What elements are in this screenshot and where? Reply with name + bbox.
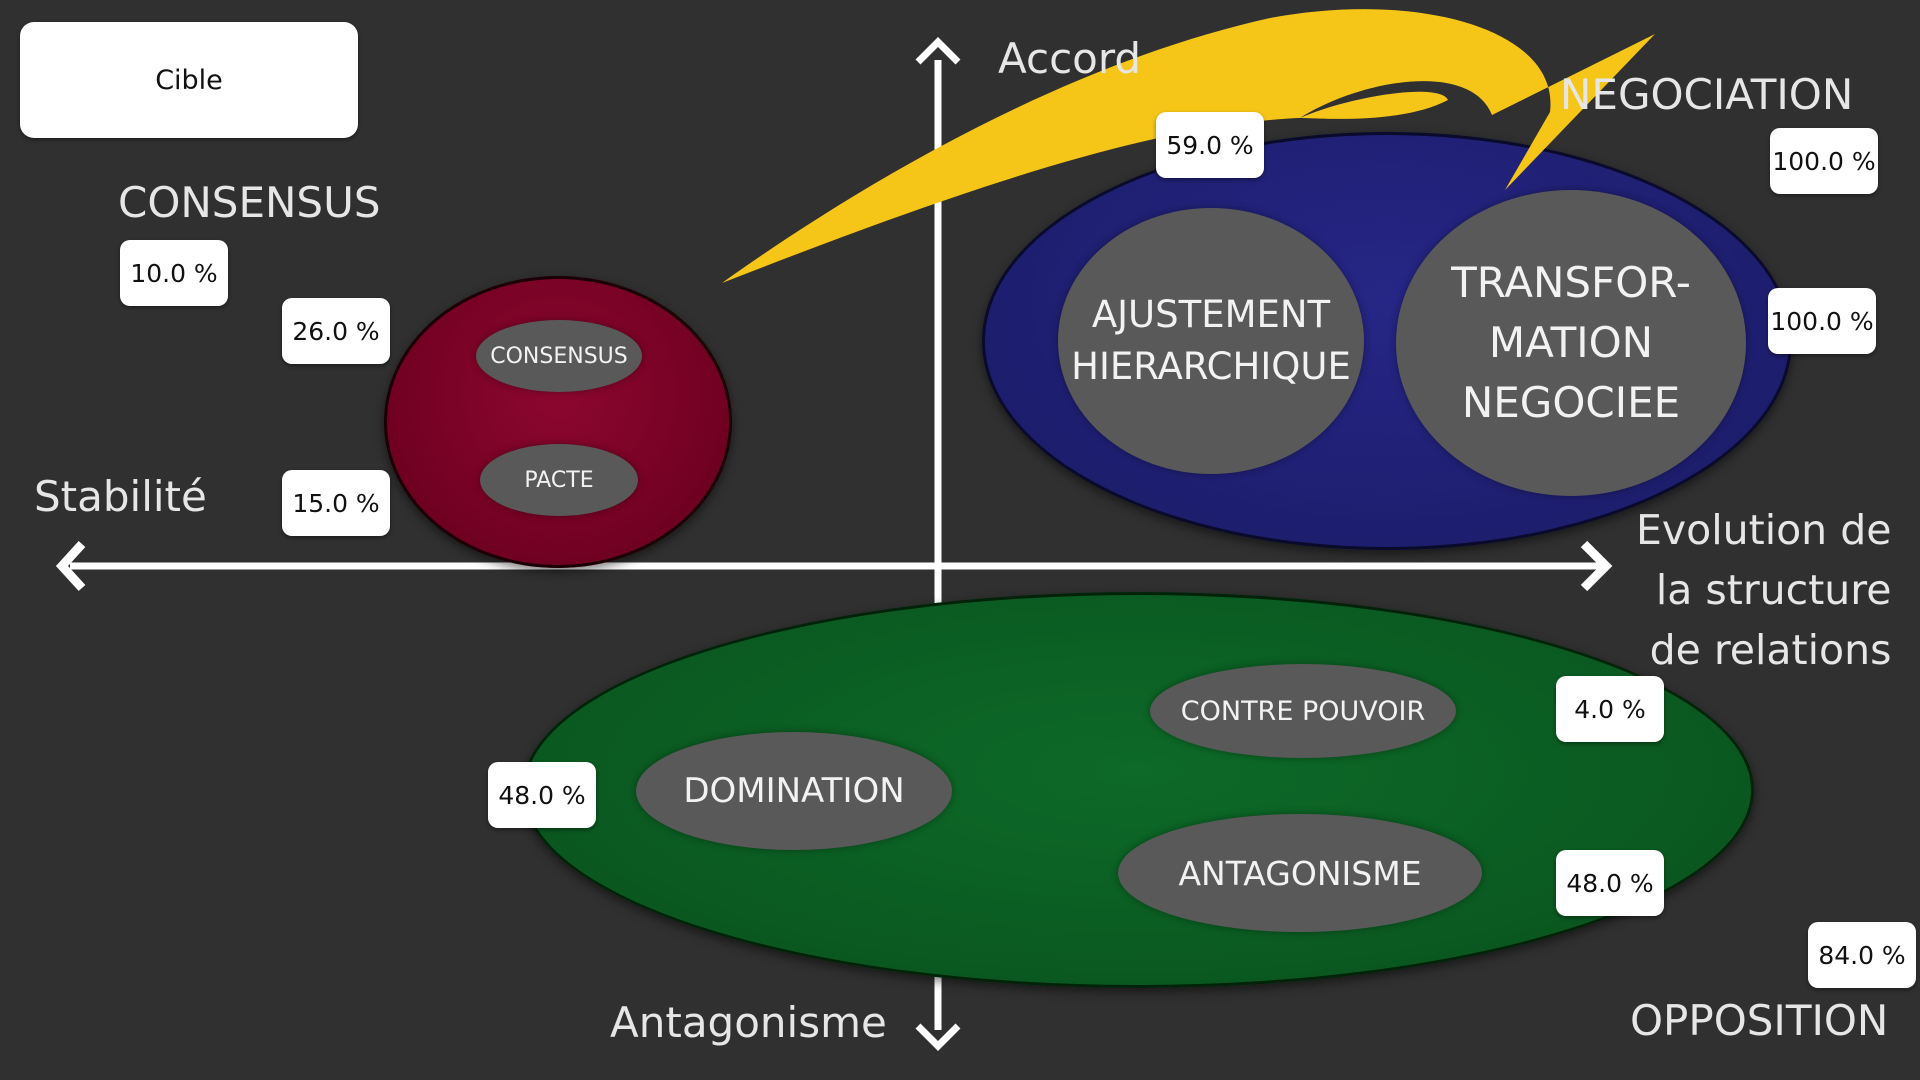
domination-item: DOMINATION [636,732,952,850]
axis-label-left: Stabilité [34,472,207,521]
quadrant-label-negociation: NEGOCIATION [1560,70,1854,119]
value-consensus-item: 26.0 % [292,316,380,346]
domination-label: DOMINATION [683,771,905,811]
value-ajustement-item: 59.0 % [1166,130,1254,160]
contre-pouvoir-item: CONTRE POUVOIR [1150,664,1456,758]
axis-label-right: Evolution de la structure de relations [1636,500,1891,680]
value-box-domination-item: 48.0 % [488,762,596,828]
value-domination-item: 48.0 % [498,780,586,810]
pacte-item-label: PACTE [524,467,594,493]
target-label: Cible [155,64,223,96]
quadrant-label-opposition: OPPOSITION [1630,996,1889,1045]
axis-label-bottom: Antagonisme [610,998,887,1047]
consensus-item-label: CONSENSUS [490,343,628,369]
value-box-negociation-total: 100.0 % [1770,128,1878,194]
axis-label-right-line2: la structure [1655,566,1892,614]
axis-arrow-right-icon [1580,540,1613,592]
quadrant-label-consensus: CONSENSUS [118,178,381,227]
value-opposition-total: 84.0 % [1818,940,1906,970]
value-box-pacte-item: 15.0 % [282,470,390,536]
axis-label-right-line3: de relations [1649,626,1892,674]
transformation-negociee-item: TRANSFOR- MATION NEGOCIEE [1396,190,1746,496]
value-box-contre-pouvoir-item: 4.0 % [1556,676,1664,742]
value-pacte-item: 15.0 % [292,488,380,518]
antagonisme-label: ANTAGONISME [1178,853,1422,893]
axis-arrow-left-icon [55,540,86,592]
value-box-antagonisme-item: 48.0 % [1556,850,1664,916]
value-antagonisme-item: 48.0 % [1566,868,1654,898]
axis-arrow-up-icon [915,37,961,65]
target-box: Cible [20,22,358,138]
contre-pouvoir-label: CONTRE POUVOIR [1180,695,1426,727]
value-contre-pouvoir-item: 4.0 % [1574,694,1646,724]
transformation-label-line3: NEGOCIEE [1461,378,1681,427]
transformation-label-line2: MATION [1488,318,1654,367]
axis-arrow-down-icon [915,1023,961,1051]
value-box-consensus-total: 10.0 % [120,240,228,306]
value-box-opposition-total: 84.0 % [1808,922,1916,988]
axis-label-top: Accord [998,34,1142,83]
ajustement-label-line2: HIERARCHIQUE [1071,345,1351,388]
value-negociation-total: 100.0 % [1772,146,1876,176]
transformation-label-line1: TRANSFOR- [1451,258,1691,307]
value-transformation-item: 100.0 % [1770,306,1874,336]
ajustement-hierarchique-item: AJUSTEMENT HIERARCHIQUE [1058,208,1364,474]
value-box-transformation-item: 100.0 % [1768,288,1876,354]
consensus-item: CONSENSUS [476,320,642,392]
ajustement-label-line1: AJUSTEMENT [1091,293,1331,336]
axis-label-right-line1: Evolution de [1636,506,1892,554]
value-box-ajustement-item: 59.0 % [1156,112,1264,178]
pacte-item: PACTE [480,444,638,516]
evolution-arrow-icon [722,9,1655,284]
value-consensus-total: 10.0 % [130,258,218,288]
value-box-consensus-item: 26.0 % [282,298,390,364]
antagonisme-item: ANTAGONISME [1118,814,1482,932]
